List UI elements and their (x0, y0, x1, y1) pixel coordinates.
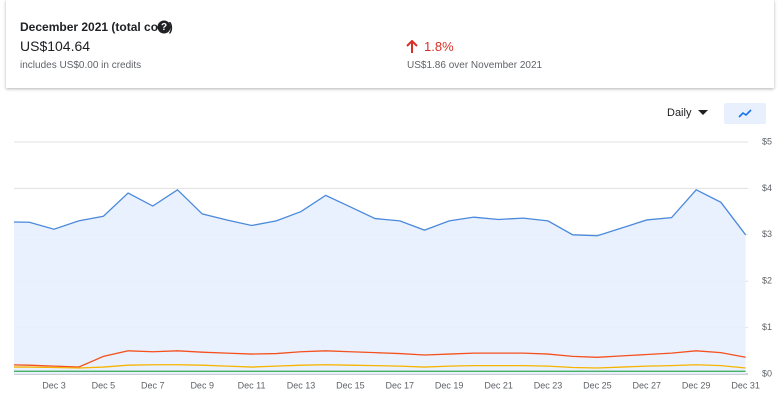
series-area (14, 189, 746, 374)
series-line (14, 364, 746, 369)
x-tick-label: Dec 3 (42, 380, 66, 390)
y-tick-label: $5 (762, 136, 772, 146)
x-tick-label: Dec 25 (583, 380, 612, 390)
y-tick-label: $2 (762, 276, 772, 286)
x-tick-label: Dec 27 (633, 380, 662, 390)
x-tick-label: Dec 9 (190, 380, 214, 390)
x-tick-label: Dec 7 (141, 380, 165, 390)
x-tick-label: Dec 15 (336, 380, 365, 390)
dropdown-caret[interactable] (698, 110, 708, 116)
x-tick-label: Dec 21 (484, 380, 513, 390)
x-tick-label: Dec 17 (386, 380, 415, 390)
x-tick-label: Dec 13 (287, 380, 316, 390)
x-tick-label: Dec 23 (534, 380, 563, 390)
plot-area (14, 188, 747, 374)
up-arrow (406, 40, 418, 53)
summary-card: December 2021 (total cost) ? US$104.64 i… (6, 0, 774, 88)
x-tick-label: Dec 31 (731, 380, 760, 390)
y-tick-label: $0 (762, 368, 772, 378)
card-title: December 2021 (total cost) (20, 20, 173, 34)
line-icon (738, 109, 752, 118)
y-tick-label: $3 (762, 229, 772, 239)
x-tick-label: Dec 29 (682, 380, 711, 390)
help-icon[interactable]: ? (157, 20, 171, 34)
y-tick-label: $4 (762, 183, 772, 193)
total-cost: US$104.64 (20, 38, 91, 54)
change-percent: 1.8% (424, 39, 454, 54)
x-tick-label: Dec 19 (435, 380, 464, 390)
svg-text:?: ? (161, 22, 167, 33)
credits-note: includes US$0.00 in credits (20, 60, 142, 71)
series-line (14, 350, 746, 368)
change-note: US$1.86 over November 2021 (407, 60, 543, 71)
series-line (14, 188, 747, 237)
x-tick-label: Dec 11 (238, 380, 266, 390)
x-tick-label: Dec 5 (92, 380, 116, 390)
period-dropdown[interactable]: Daily (667, 107, 692, 119)
chart-type-button[interactable] (724, 103, 766, 124)
y-tick-label: $1 (762, 322, 772, 332)
